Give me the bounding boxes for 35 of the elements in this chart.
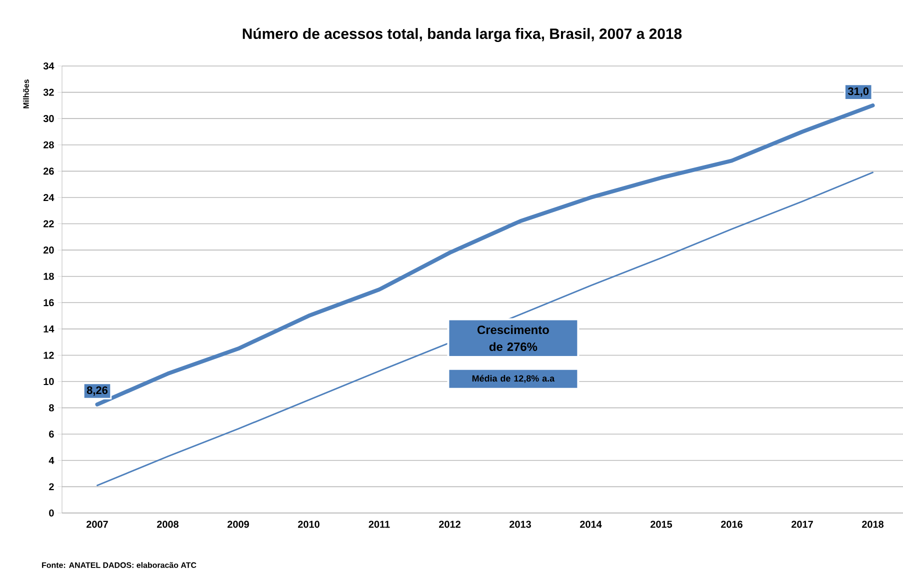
y-tick-label: 14 — [44, 326, 54, 332]
y-tick-label: 8 — [49, 404, 54, 412]
y-tick-label: 12 — [44, 352, 54, 359]
x-tick-label: 2012 — [439, 520, 460, 528]
data-label: 8,26 — [86, 386, 108, 396]
x-tick-label: 2017 — [792, 520, 813, 528]
y-tick-label: 4 — [48, 456, 54, 464]
y-tick-label: 32 — [43, 88, 54, 96]
x-tick-label: 2018 — [862, 520, 884, 528]
y-tick-label: 30 — [43, 115, 54, 122]
y-tick-label: 6 — [49, 430, 54, 438]
x-tick-label: 2010 — [298, 520, 320, 528]
y-tick-label: 16 — [44, 299, 54, 306]
annotation: Média de 12,8% a.a — [472, 374, 555, 383]
x-tick-label: 2013 — [510, 520, 531, 528]
x-tick-label: 2008 — [157, 520, 179, 528]
y-tick-label: 0 — [49, 509, 54, 517]
x-tick-label: 2016 — [721, 520, 742, 528]
y-tick-label: 20 — [43, 246, 54, 254]
chart-title: Número de acessos total, banda larga fixa, Brasil, 2007 a 2018 — [242, 28, 682, 42]
x-tick-label: 2011 — [368, 520, 390, 528]
y-tick-label: 24 — [43, 194, 54, 201]
y-tick-label: 26 — [43, 168, 54, 175]
y-tick-label: 10 — [44, 378, 54, 386]
y-tick-label: 34 — [43, 62, 54, 70]
y-tick-label: 18 — [44, 272, 54, 280]
x-tick-label: 2009 — [228, 520, 249, 528]
y-tick-label: 2 — [49, 483, 54, 490]
x-tick-label: 2015 — [650, 520, 672, 528]
y-tick-label: 22 — [43, 220, 54, 228]
data-label: 31,0 — [848, 87, 869, 97]
annotation: Crescimento de 276% — [477, 325, 549, 351]
y-tick-label: 28 — [43, 141, 54, 148]
x-tick-label: 2007 — [86, 520, 108, 528]
x-tick-label: 2014 — [580, 520, 602, 528]
